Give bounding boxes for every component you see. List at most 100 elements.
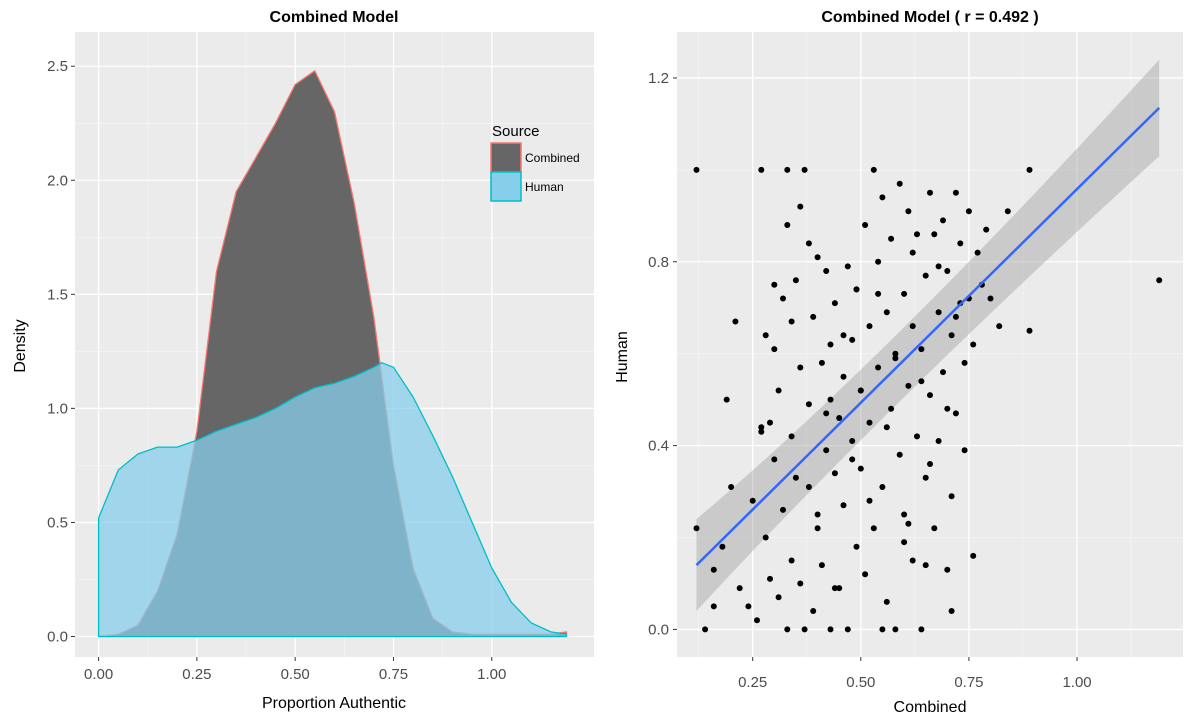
scatter-point bbox=[840, 502, 847, 509]
scatter-point bbox=[853, 543, 860, 550]
scatter-point bbox=[758, 428, 765, 435]
scatter-point bbox=[767, 419, 773, 426]
scatter-point bbox=[771, 456, 778, 463]
density-y-tick-label: 2.5 bbox=[47, 58, 68, 75]
scatter-point bbox=[702, 626, 709, 633]
scatter-point bbox=[784, 166, 791, 173]
scatter-point bbox=[866, 323, 873, 330]
scatter-y-axis-title: Human bbox=[614, 331, 631, 383]
scatter-point bbox=[810, 608, 817, 614]
scatter-point bbox=[883, 309, 890, 316]
scatter-point bbox=[710, 566, 717, 573]
regression-line bbox=[695, 106, 1161, 566]
legend-title: Source bbox=[492, 123, 540, 140]
scatter-point bbox=[974, 249, 981, 256]
scatter-point bbox=[831, 300, 838, 307]
scatter-point bbox=[818, 359, 825, 366]
scatter-point bbox=[948, 493, 955, 500]
scatter-point bbox=[905, 520, 912, 527]
scatter-point bbox=[922, 474, 929, 481]
scatter-point bbox=[857, 465, 864, 472]
density-chart-title: Combined Model bbox=[270, 9, 399, 26]
scatter-point bbox=[827, 341, 834, 348]
scatter-point bbox=[788, 318, 795, 325]
scatter-point bbox=[879, 484, 886, 490]
density-y-tick-label: 1.0 bbox=[47, 400, 68, 417]
scatter-point bbox=[788, 433, 795, 440]
scatter-point bbox=[927, 461, 933, 467]
scatter-point bbox=[853, 286, 860, 293]
scatter-point bbox=[814, 254, 821, 261]
scatter-point bbox=[823, 410, 830, 417]
scatter-point bbox=[931, 231, 938, 238]
scatter-point bbox=[849, 438, 856, 444]
scatter-point bbox=[918, 346, 925, 353]
scatter-point bbox=[927, 189, 933, 196]
scatter-point bbox=[1156, 277, 1163, 284]
scatter-point bbox=[758, 166, 765, 173]
legend-key-combined bbox=[490, 142, 522, 173]
density-series bbox=[97, 70, 568, 638]
legend-label-combined: Combined bbox=[525, 151, 580, 165]
scatter-point bbox=[987, 295, 994, 302]
density-y-tick-label: 0.5 bbox=[47, 514, 68, 531]
scatter-point bbox=[792, 474, 799, 481]
scatter-point bbox=[827, 626, 834, 633]
scatter-point bbox=[875, 364, 882, 371]
scatter-point bbox=[823, 268, 830, 274]
scatter-point bbox=[952, 410, 959, 417]
scatter-point bbox=[922, 272, 929, 279]
scatter-point bbox=[754, 617, 760, 624]
scatter-point bbox=[1004, 208, 1011, 215]
scatter-point bbox=[866, 419, 873, 426]
scatter-point bbox=[693, 525, 700, 532]
scatter-point bbox=[883, 424, 890, 431]
scatter-point bbox=[940, 217, 946, 224]
scatter-point bbox=[896, 451, 903, 458]
scatter-point bbox=[732, 318, 739, 325]
scatter-point bbox=[914, 433, 920, 440]
legend: Source Combined Human bbox=[490, 123, 580, 202]
scatter-point bbox=[909, 557, 916, 564]
scatter-point bbox=[818, 562, 825, 569]
scatter-point bbox=[814, 511, 821, 518]
scatter-point bbox=[918, 626, 925, 633]
density-chart: 0.00 0.25 0.50 0.75 1.00 0.00.51.01.52.02.5 … bbox=[12, 9, 594, 712]
scatter-point bbox=[901, 290, 908, 297]
scatter-point bbox=[870, 525, 877, 532]
scatter-point bbox=[775, 387, 782, 394]
scatter-x-tick-label: 0.50 bbox=[846, 674, 875, 691]
scatter-point bbox=[927, 392, 933, 399]
scatter-point bbox=[935, 309, 942, 316]
density-x-tick-label: 0.25 bbox=[182, 666, 211, 683]
scatter-point bbox=[905, 208, 912, 215]
scatter-point bbox=[836, 415, 843, 421]
density-area-human bbox=[97, 362, 568, 638]
scatter-point bbox=[879, 626, 886, 633]
legend-label-human: Human bbox=[525, 180, 564, 194]
scatter-point bbox=[805, 484, 812, 490]
scatter-point bbox=[961, 447, 968, 454]
scatter-point bbox=[805, 401, 812, 408]
density-x-tick-label: 1.00 bbox=[477, 666, 506, 683]
scatter-point bbox=[888, 405, 895, 412]
scatter-point bbox=[935, 263, 942, 270]
scatter-point bbox=[836, 585, 843, 592]
scatter-point bbox=[788, 557, 795, 564]
density-y-tick-label: 0.0 bbox=[47, 628, 68, 645]
scatter-point bbox=[780, 295, 786, 302]
scatter-point bbox=[728, 484, 735, 490]
scatter-point bbox=[944, 566, 951, 573]
scatter-point bbox=[862, 222, 869, 228]
scatter-point bbox=[883, 598, 890, 605]
scatter-point bbox=[892, 350, 899, 357]
scatter-chart: 0.25 0.50 0.75 1.00 0.0 0.4 0.8 1.2 Combined M… bbox=[614, 9, 1183, 716]
scatter-points bbox=[693, 166, 1163, 633]
scatter-point bbox=[797, 364, 804, 371]
scatter-point bbox=[892, 626, 899, 633]
scatter-point bbox=[948, 332, 955, 339]
scatter-point bbox=[970, 552, 977, 559]
scatter-point bbox=[952, 313, 959, 320]
scatter-point bbox=[762, 534, 769, 541]
